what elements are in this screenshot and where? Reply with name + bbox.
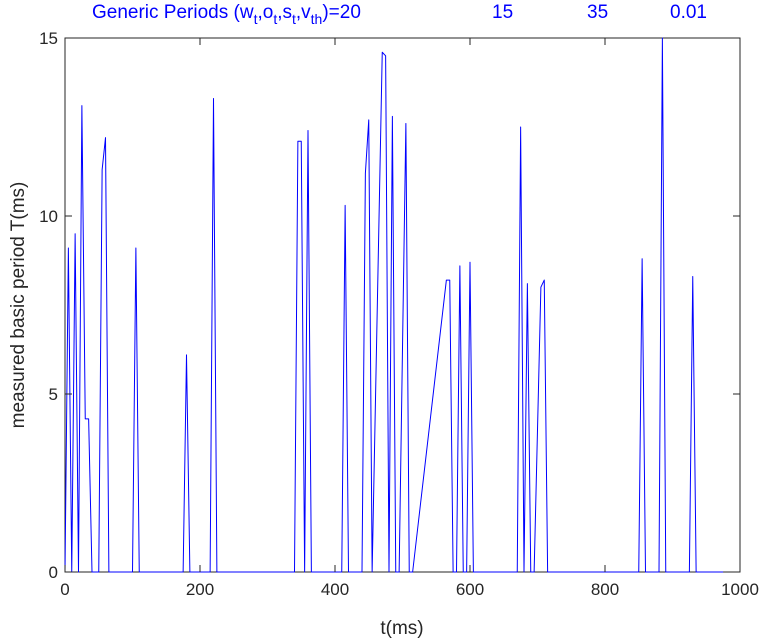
y-tick-label: 10 (39, 207, 58, 226)
plot-frame (64, 37, 741, 573)
y-axis-label: measured basic period T(ms) (8, 182, 29, 429)
series-layer (64, 37, 724, 573)
x-tick-label: 0 (60, 580, 69, 599)
chart-title-value-4: 0.01 (670, 2, 707, 23)
plot-area (64, 37, 741, 573)
x-tick-label: 200 (186, 580, 214, 599)
chart-title: Generic Periods (wt,ot,st,vth)=20 (92, 2, 361, 27)
series-line-1 (64, 37, 724, 573)
chart-title-value-2: 15 (492, 2, 513, 23)
x-tick-label: 600 (456, 580, 484, 599)
x-axis-label: t(ms) (380, 618, 423, 639)
x-tick-label: 400 (321, 580, 349, 599)
x-tick-label: 1000 (721, 580, 759, 599)
x-tick-label: 800 (591, 580, 619, 599)
y-tick-label: 5 (49, 385, 58, 404)
y-tick-label: 15 (39, 29, 58, 48)
chart-title-value-3: 35 (587, 2, 608, 23)
ticks-layer: 0 200 400 600 800 1000 0 5 10 15 (39, 29, 759, 599)
y-tick-label: 0 (49, 563, 58, 582)
